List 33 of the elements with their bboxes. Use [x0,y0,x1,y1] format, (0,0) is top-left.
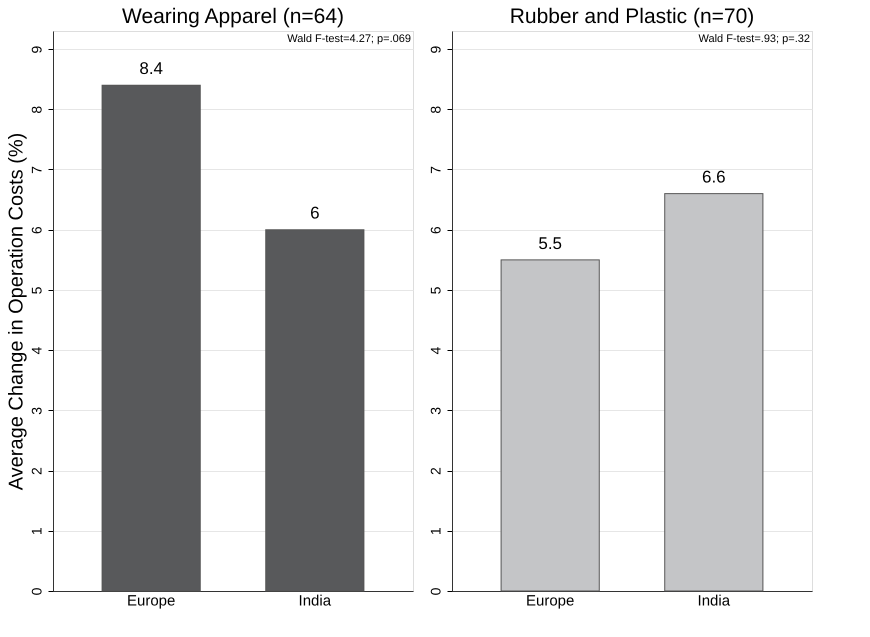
y-tick-label: 2 [428,466,444,475]
data-label: 8.4 [139,59,163,78]
chart-title: Wearing Apparel (n=64) [122,5,344,28]
y-tick-label: 6 [28,226,44,234]
y-tick-label: 0 [428,587,444,596]
y-tick-label: 8 [28,106,44,114]
y-tick-label: 3 [28,406,44,415]
y-tick-label: 3 [428,406,444,415]
y-tick-label: 7 [28,166,44,174]
y-axis-title: Average Change in Operation Costs (%) [6,132,28,490]
x-tick-label: Europe [126,592,176,610]
y-tick-label: 4 [428,346,444,355]
chart-title: Rubber and Plastic (n=70) [510,5,754,28]
x-tick-label: India [698,592,731,610]
annotation: Wald F-test=.93; p=.32 [698,33,810,45]
y-tick-label: 0 [28,587,44,596]
y-tick-label: 9 [428,45,444,54]
data-label: 5.5 [538,234,562,253]
data-label: 6 [310,204,320,223]
data-label: 6.6 [702,168,726,187]
y-tick-label: 6 [428,226,444,234]
y-tick-label: 1 [28,527,44,536]
y-tick-label: 1 [428,527,444,536]
y-tick-label: 9 [28,45,44,54]
annotation: Wald F-test=4.27; p=.069 [287,33,411,45]
x-tick-label: India [298,592,332,610]
y-tick-label: 8 [428,106,444,114]
y-tick-label: 2 [28,466,44,475]
y-tick-label: 5 [28,286,44,294]
y-tick-label: 5 [428,286,444,294]
y-tick-label: 4 [28,346,44,355]
x-tick-label: Europe [526,592,574,610]
y-tick-label: 7 [428,166,444,174]
